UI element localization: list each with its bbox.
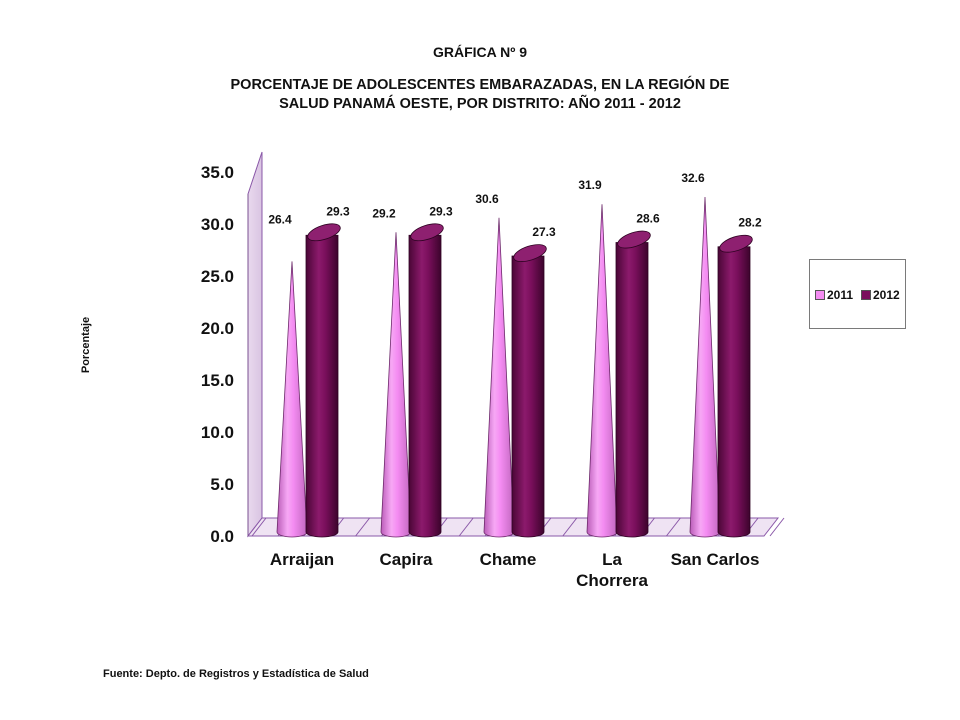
bar-2011 bbox=[586, 204, 618, 538]
y-tick-label: 20.0 bbox=[201, 319, 234, 338]
floor-hatch-line bbox=[251, 517, 267, 537]
y-tick-label: 10.0 bbox=[201, 423, 234, 442]
data-label-2011: 29.2 bbox=[372, 206, 396, 220]
legend-item-2011: 2011 bbox=[815, 289, 853, 301]
bar-2012-top bbox=[719, 234, 753, 253]
legend-swatch-2012 bbox=[861, 289, 871, 300]
bar-2011 bbox=[276, 261, 308, 538]
data-label-2011: 30.6 bbox=[475, 192, 499, 206]
bar-2012 bbox=[717, 246, 751, 538]
back-wall bbox=[247, 151, 263, 538]
x-tick-label: San Carlos bbox=[671, 550, 760, 569]
data-label-2011: 32.6 bbox=[681, 171, 705, 185]
bar-2012-top bbox=[617, 230, 651, 249]
y-tick-label: 25.0 bbox=[201, 267, 234, 286]
x-tick-label: Arraijan bbox=[270, 550, 334, 569]
chart-title: PORCENTAJE DE ADOLESCENTES EMBARAZADAS, … bbox=[180, 76, 780, 114]
bar-2011 bbox=[483, 217, 515, 538]
bar-2012-top bbox=[307, 223, 341, 242]
data-label-2012: 29.3 bbox=[326, 204, 350, 218]
y-tick-label: 0.0 bbox=[210, 527, 234, 546]
bar-2012-top bbox=[410, 223, 444, 242]
data-label-2011: 26.4 bbox=[268, 212, 292, 226]
x-tick-label: Chorrera bbox=[576, 571, 648, 590]
floor-hatch-line bbox=[666, 517, 681, 537]
bars-layer bbox=[276, 196, 753, 538]
floor-hatch-line bbox=[355, 517, 370, 537]
legend-swatch-2011 bbox=[815, 289, 825, 300]
legend-item-2012: 2012 bbox=[861, 289, 900, 301]
x-tick-label: Chame bbox=[480, 550, 537, 569]
labels-layer: 26.4 29.2 30.6 31.9 32.6 29.3 29.3 27.3 28.6 28.2 bbox=[268, 171, 762, 239]
bar-2012 bbox=[305, 234, 339, 538]
chart-number: GRÁFICA Nº 9 bbox=[432, 44, 528, 60]
floor-hatch-line bbox=[458, 517, 474, 537]
y-tick-label: 35.0 bbox=[201, 163, 234, 182]
bar-2011 bbox=[380, 232, 412, 538]
legend: 2011 2012 bbox=[809, 259, 906, 329]
data-label-2011: 31.9 bbox=[578, 178, 602, 192]
bar-2012 bbox=[408, 234, 442, 538]
bar-2012-top bbox=[513, 244, 547, 262]
data-label-2012: 28.6 bbox=[636, 212, 660, 226]
x-tick-label: La bbox=[602, 550, 622, 569]
bar-2012 bbox=[511, 255, 545, 538]
y-tick-label: 30.0 bbox=[201, 215, 234, 234]
chart-title-line-2: SALUD PANAMÁ OESTE, POR DISTRITO: AÑO 20… bbox=[279, 96, 681, 112]
data-label-2012: 29.3 bbox=[429, 204, 453, 218]
bar-2012 bbox=[615, 242, 649, 538]
y-tick-label: 15.0 bbox=[201, 371, 234, 390]
legend-label-2011: 2011 bbox=[827, 288, 854, 302]
legend-label-2012: 2012 bbox=[873, 288, 900, 302]
y-tick-label: 5.0 bbox=[210, 475, 234, 494]
chart-title-line-1: PORCENTAJE DE ADOLESCENTES EMBARAZADAS, … bbox=[230, 77, 730, 93]
x-tick-label: Capira bbox=[380, 550, 433, 569]
data-label-2012: 28.2 bbox=[738, 216, 762, 230]
floor-hatch-line bbox=[562, 517, 578, 537]
floor-hatch-line bbox=[769, 517, 785, 537]
source-note: Fuente: Depto. de Registros y Estadístic… bbox=[103, 668, 369, 680]
bar-2011 bbox=[689, 196, 721, 538]
data-label-2012: 27.3 bbox=[532, 225, 556, 239]
